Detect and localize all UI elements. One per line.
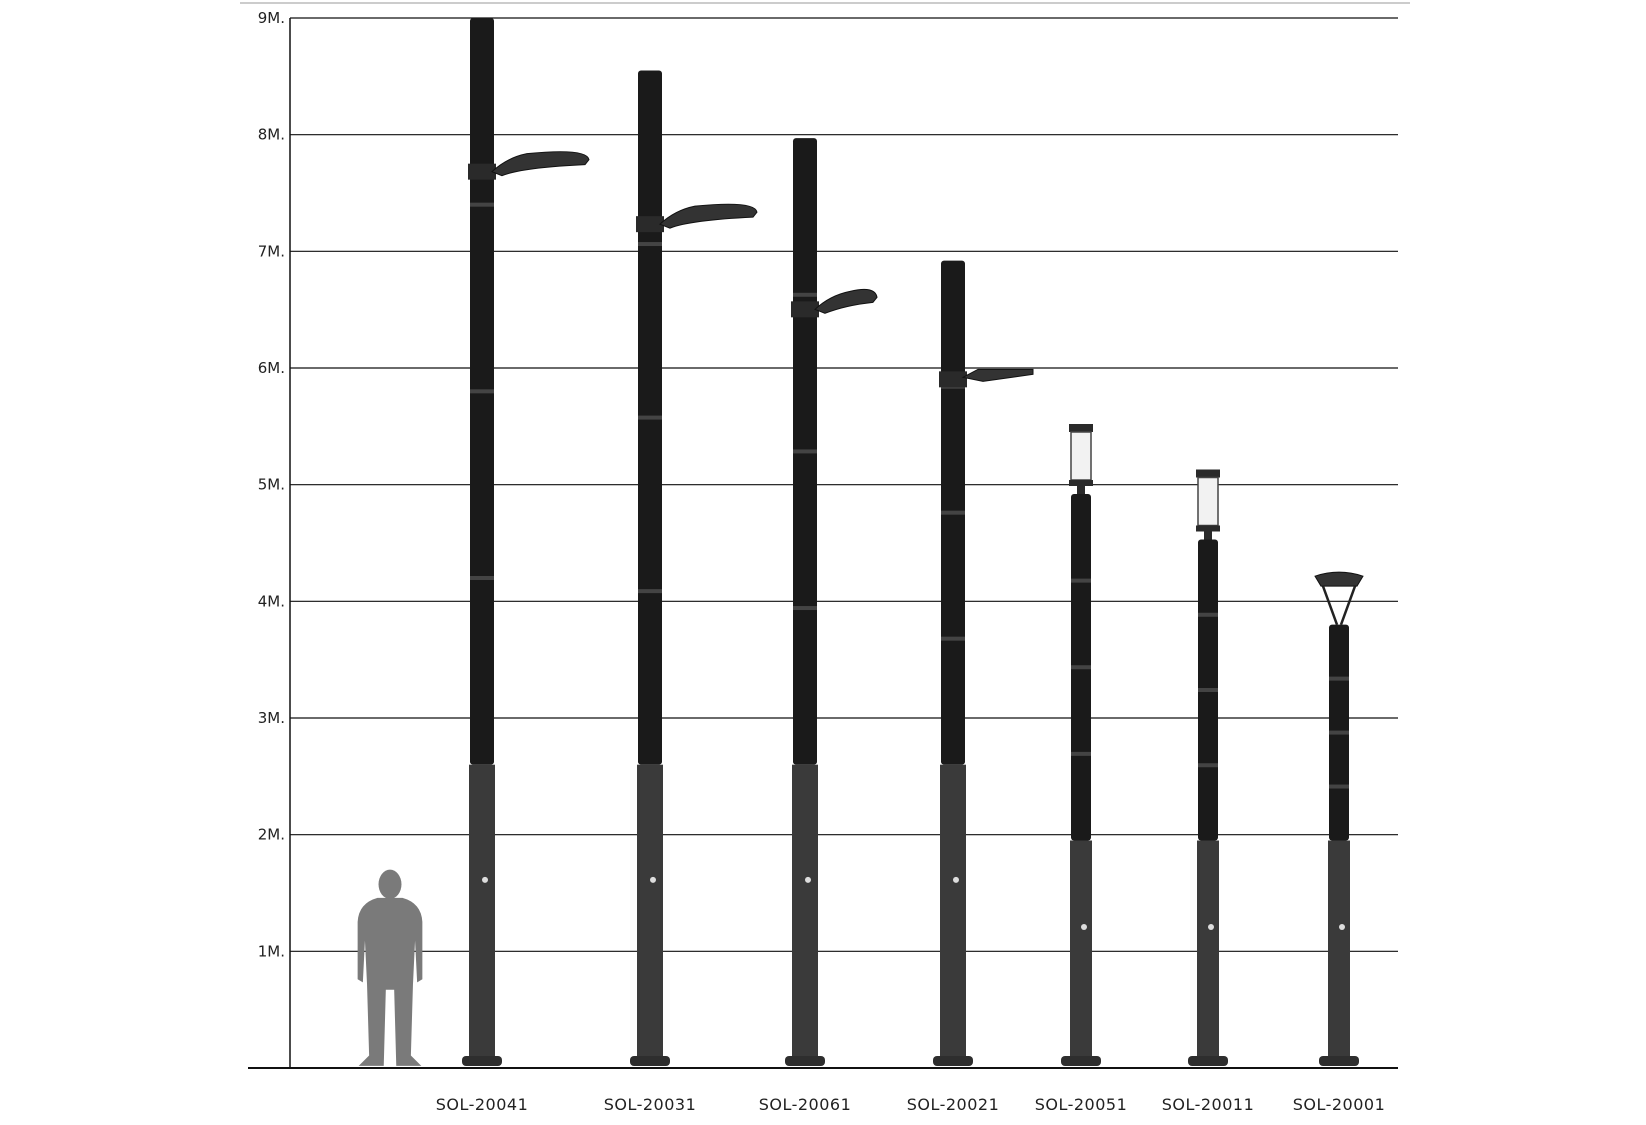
pole-ring: [1071, 578, 1091, 583]
pole-access-light: [1339, 923, 1345, 930]
height-axis-labels: 1M. 2M. 3M. 4M. 5M. 6M. 7M. 8M. 9M.: [258, 9, 285, 960]
model-label-sol-20031: SOL-20031: [604, 1095, 697, 1114]
model-label-sol-20011: SOL-20011: [1162, 1095, 1255, 1114]
height-label-7: 7M.: [258, 242, 285, 260]
pole-sol-20011: [1188, 469, 1228, 1066]
pole-access-light: [805, 876, 811, 883]
pole-access-light: [1208, 923, 1214, 930]
model-label-sol-20051: SOL-20051: [1035, 1095, 1128, 1114]
pole-access-light: [650, 876, 656, 883]
lamp-head-icon: [491, 151, 590, 177]
height-label-6: 6M.: [258, 359, 285, 377]
pole-base-flange: [1319, 1056, 1359, 1066]
canopy-head-icon: [1314, 571, 1364, 587]
lantern-neck: [1077, 486, 1085, 494]
height-label-4: 4M.: [258, 592, 285, 610]
pole-ring: [638, 242, 662, 247]
pole-ring: [470, 389, 494, 394]
lamp-head-icon: [814, 288, 878, 314]
pole-ring: [1329, 730, 1349, 735]
pole-sol-20001: [1314, 571, 1364, 1066]
pole-sol-20041: [462, 18, 590, 1066]
height-label-8: 8M.: [258, 126, 285, 144]
pole-base-flange: [462, 1056, 502, 1066]
lantern-neck: [1204, 531, 1212, 540]
model-labels: SOL-20041 SOL-20031 SOL-20061 SOL-20021 SOL-…: [436, 1095, 1386, 1114]
pole-base-flange: [1188, 1056, 1228, 1066]
height-label-9: 9M.: [258, 9, 285, 27]
lantern-cap: [1069, 424, 1093, 432]
pole-ring: [1198, 763, 1218, 768]
pole-base-flange: [630, 1056, 670, 1066]
lantern-glass-icon: [1197, 476, 1219, 527]
pole-ring: [1198, 688, 1218, 692]
pole-ring: [638, 589, 662, 594]
lantern-base: [1196, 525, 1220, 532]
pole-ring: [793, 292, 817, 297]
height-label-5: 5M.: [258, 476, 285, 494]
pole-lower-section: [792, 764, 818, 1056]
pole-sol-20051: [1061, 424, 1101, 1066]
poles-group: [462, 18, 1364, 1066]
pole-ring: [470, 202, 494, 207]
model-label-sol-20001: SOL-20001: [1293, 1095, 1386, 1114]
pole-access-light: [1081, 923, 1087, 930]
pole-ring: [1071, 665, 1091, 670]
pole-ring: [793, 449, 817, 454]
height-label-3: 3M.: [258, 709, 285, 727]
lamp-head-icon: [961, 368, 1034, 382]
person-body: [357, 897, 423, 1066]
lamp-arm-collar: [468, 163, 496, 180]
pole-sol-20061: [785, 138, 878, 1066]
pole-lower-section: [1197, 840, 1219, 1056]
pole-ring: [470, 576, 494, 580]
canopy-arms: [1321, 585, 1357, 626]
lantern-cap: [1196, 469, 1220, 478]
model-label-sol-20021: SOL-20021: [907, 1095, 1000, 1114]
pole-ring: [1198, 612, 1218, 617]
height-label-1: 1M.: [258, 942, 285, 960]
pole-access-light: [953, 876, 959, 883]
pole-ring: [941, 636, 965, 641]
pole-lower-section: [1070, 840, 1092, 1056]
lantern-base: [1069, 480, 1093, 486]
pole-sol-20031: [630, 70, 758, 1066]
height-gridlines: [290, 17, 1398, 952]
pole-lower-section: [1328, 840, 1350, 1056]
pole-base-flange: [933, 1056, 973, 1066]
person-head: [378, 869, 402, 899]
pole-ring: [1329, 676, 1349, 681]
pole-ring: [793, 606, 817, 611]
pole-sol-20021: [933, 260, 1034, 1066]
model-label-sol-20061: SOL-20061: [759, 1095, 852, 1114]
lamp-head-icon: [659, 203, 758, 229]
lantern-glass-icon: [1070, 431, 1092, 481]
pole-base-flange: [785, 1056, 825, 1066]
lamp-arm-collar: [636, 216, 664, 233]
pole-lower-section: [469, 764, 495, 1056]
pole-ring: [1071, 751, 1091, 756]
lamp-arm-collar: [939, 371, 967, 388]
pole-ring: [638, 415, 662, 420]
pole-access-light: [482, 876, 488, 883]
pole-lower-section: [940, 764, 966, 1056]
lamp-arm-collar: [791, 301, 819, 318]
pole-base-flange: [1061, 1056, 1101, 1066]
pole-ring: [1329, 784, 1349, 789]
model-label-sol-20041: SOL-20041: [436, 1095, 529, 1114]
person-silhouette-icon: [357, 869, 423, 1066]
pole-ring: [941, 510, 965, 515]
pole-lower-section: [637, 764, 663, 1056]
height-label-2: 2M.: [258, 826, 285, 844]
